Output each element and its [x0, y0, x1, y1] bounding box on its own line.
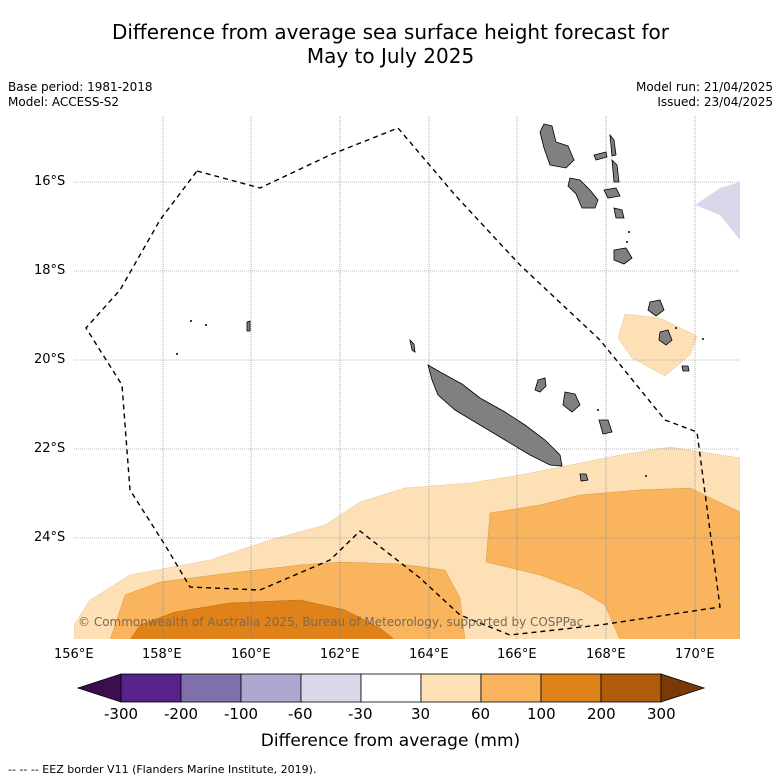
lat-label-16s: 16°S	[34, 174, 66, 189]
isle-of-pines	[579, 473, 589, 482]
anomaly-60-100-southeast	[485, 487, 740, 639]
colorbar-tick-label: 30	[411, 705, 431, 723]
lon-label-170e: 170°E	[675, 647, 715, 662]
vanuatu-aneityum	[681, 365, 690, 372]
lon-label-164e: 164°E	[409, 647, 449, 662]
colorbar-title: Difference from average (mm)	[260, 731, 521, 751]
new-caledonia-land	[427, 364, 563, 467]
reef	[205, 324, 207, 326]
islet	[628, 231, 630, 233]
colorbar-seg-3	[240, 673, 302, 703]
lat-label-20s: 20°S	[34, 352, 66, 367]
vanuatu-espiritu-santo	[539, 123, 575, 169]
title-line-2: May to July 2025	[306, 44, 475, 68]
colorbar-seg-2	[180, 673, 242, 703]
model-run: Model run: 21/04/2025	[635, 80, 773, 94]
colorbar-tick-label: -30	[348, 705, 373, 723]
anomaly-neg-30-60	[695, 182, 740, 240]
vanuatu-ambae	[593, 151, 608, 161]
anomaly-100-200	[130, 599, 395, 639]
lat-label-22s: 22°S	[34, 441, 66, 456]
chesterfield-islands	[246, 320, 251, 332]
reef	[190, 320, 192, 322]
loyalty-island-1	[534, 377, 547, 393]
model-name: Model: ACCESS-S2	[8, 95, 120, 109]
colorbar	[76, 673, 706, 703]
islet	[675, 327, 677, 329]
reef	[176, 353, 178, 355]
vanuatu-epi	[613, 207, 625, 219]
colorbar-tick-label: -100	[224, 705, 259, 723]
colorbar-tick-label: -60	[288, 705, 313, 723]
map-title: Difference from average sea surface heig…	[0, 20, 781, 68]
colorbar-extend-high	[660, 673, 706, 703]
colorbar-tick-label: 300	[647, 705, 676, 723]
vanuatu-pentecost	[611, 158, 620, 183]
reef	[597, 409, 599, 411]
colorbar-seg-1	[120, 673, 182, 703]
colorbar-extend-low	[76, 673, 122, 703]
title-line-1: Difference from average sea surface heig…	[111, 20, 670, 44]
meta-right: Model run: 21/04/2025 Issued: 23/04/2025	[636, 80, 773, 110]
issued-date: Issued: 23/04/2025	[657, 95, 773, 109]
lon-label-156e: 156°E	[54, 647, 94, 662]
colorbar-seg-4	[300, 673, 362, 703]
islet-north-nc	[409, 338, 416, 353]
lon-label-166e: 166°E	[497, 647, 537, 662]
anomaly-30-60-vanuatu	[617, 313, 698, 377]
loyalty-island-3	[598, 419, 613, 435]
colorbar-tick-label: 100	[527, 705, 556, 723]
vanuatu-tanna	[658, 329, 673, 346]
colorbar-seg-6	[420, 673, 482, 703]
grid-lines	[74, 116, 740, 639]
reef	[645, 475, 647, 477]
colorbar-seg-8	[540, 673, 602, 703]
colorbar-tick-label: 200	[587, 705, 616, 723]
vanuatu-ambrym	[603, 187, 621, 199]
vanuatu-maewo	[609, 133, 617, 157]
lon-label-168e: 168°E	[586, 647, 626, 662]
copyright-notice: © Commonwealth of Australia 2025, Bureau…	[78, 615, 584, 629]
loyalty-island-2	[562, 391, 581, 413]
vanuatu-malekula	[567, 177, 599, 209]
base-period: Base period: 1981-2018	[8, 80, 153, 94]
islet	[626, 241, 628, 243]
vanuatu-erromango	[647, 299, 665, 317]
eez-legend-note: -- -- -- EEZ border V11 (Flanders Marine…	[8, 763, 317, 776]
lon-label-158e: 158°E	[142, 647, 182, 662]
vanuatu-efate	[613, 247, 633, 265]
colorbar-tick-label: -200	[164, 705, 199, 723]
islet	[702, 338, 704, 340]
lon-label-160e: 160°E	[231, 647, 271, 662]
colorbar-seg-7	[480, 673, 542, 703]
colorbar-tick-label: 60	[471, 705, 491, 723]
colorbar-tick-label: -300	[104, 705, 139, 723]
lat-label-18s: 18°S	[34, 263, 66, 278]
lat-label-24s: 24°S	[34, 530, 66, 545]
lon-label-162e: 162°E	[320, 647, 360, 662]
colorbar-seg-5	[360, 673, 422, 703]
colorbar-seg-9	[600, 673, 662, 703]
meta-left: Base period: 1981-2018 Model: ACCESS-S2	[8, 80, 153, 110]
